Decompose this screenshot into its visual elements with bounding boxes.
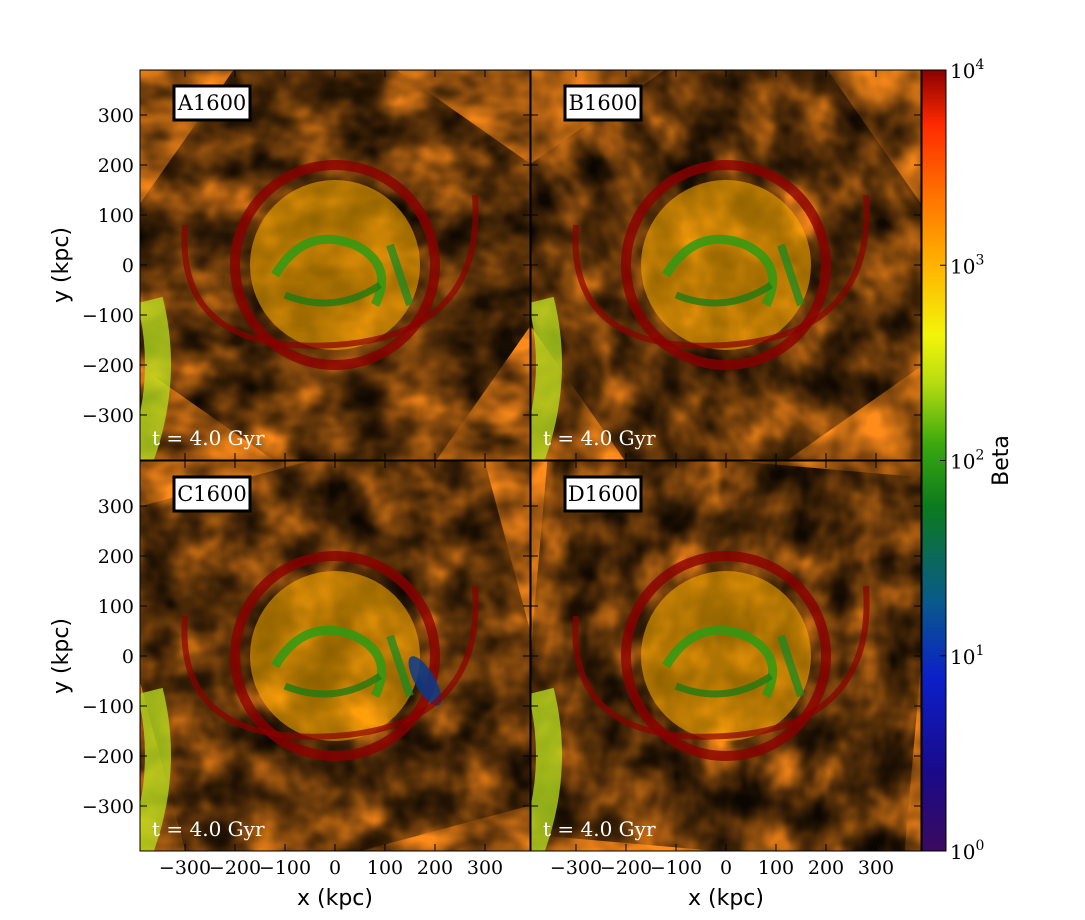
colorbar-tick-label: 101 — [950, 643, 984, 669]
x-tick-label: −100 — [650, 857, 702, 879]
y-tick-label: −200 — [82, 355, 134, 377]
x-tick-label: −200 — [209, 857, 261, 879]
y-tick-label: 0 — [122, 646, 134, 668]
panel-label-text: A1600 — [177, 91, 247, 115]
y-tick-label: −300 — [82, 796, 134, 818]
x-tick-label: 300 — [467, 857, 503, 879]
time-label: t = 4.0 Gyr — [152, 817, 265, 841]
x-tick-label: 300 — [858, 857, 894, 879]
panel-label-text: D1600 — [568, 482, 638, 506]
y-axis-title: y (kpc) — [49, 227, 74, 303]
x-tick-label: 100 — [758, 857, 794, 879]
beta-field — [140, 461, 530, 851]
panel-label-text: B1600 — [569, 91, 638, 115]
panel-label: C1600 — [172, 475, 252, 513]
time-label: t = 4.0 Gyr — [543, 426, 656, 450]
beta-field — [531, 70, 921, 460]
colorbar-tick-label: 100 — [950, 838, 984, 864]
x-tick-label: −300 — [550, 857, 602, 879]
panel-label-text: C1600 — [177, 482, 247, 506]
colorbar-tick-label: 104 — [950, 57, 984, 83]
y-tick-label: 100 — [98, 205, 134, 227]
panel-D1600: −300−200−100 0 100 200 300 D1600 t = 4.0 Gyr — [530, 460, 922, 879]
y-tick-label: 300 — [98, 496, 134, 518]
y-tick-label: 200 — [98, 155, 134, 177]
x-axis-title: x (kpc) — [297, 886, 373, 911]
x-tick-label: 200 — [417, 857, 453, 879]
x-tick-label: −300 — [159, 857, 211, 879]
panel-label: B1600 — [563, 84, 643, 122]
time-label: t = 4.0 Gyr — [152, 426, 265, 450]
x-tick-label: −100 — [259, 857, 311, 879]
panel-B1600: B1600 t = 4.0 Gyr — [530, 69, 922, 461]
y-tick-label: −200 — [82, 746, 134, 768]
time-label: t = 4.0 Gyr — [543, 817, 656, 841]
x-tick-label: 200 — [808, 857, 844, 879]
y-tick-label: −100 — [82, 305, 134, 327]
y-tick-label: −300 — [82, 405, 134, 427]
y-tick-label: −100 — [82, 696, 134, 718]
panel-A1600: −300 −200 −100 0 100 200 300 A1600 t = 4.0 Gyr — [82, 69, 531, 461]
colorbar-tick-label: 103 — [950, 252, 984, 278]
y-tick-label: 200 — [98, 546, 134, 568]
beta-field — [531, 461, 921, 851]
x-axis-title: x (kpc) — [688, 886, 764, 911]
colorbar-title: Beta — [989, 435, 1014, 486]
colorbar-tick-label: 102 — [950, 448, 984, 474]
beta-field — [140, 70, 530, 460]
central-swirl — [572, 160, 870, 370]
x-tick-label: 100 — [367, 857, 403, 879]
y-axis-title: y (kpc) — [49, 618, 74, 694]
y-tick-label: 300 — [98, 105, 134, 127]
panel-label: D1600 — [563, 475, 643, 513]
x-tick-label: 0 — [720, 857, 732, 879]
y-tick-label: 0 — [122, 255, 134, 277]
panel-C1600: −300−200−100 0 100 200 300−300−200−100010020… — [82, 460, 531, 879]
central-swirl — [181, 160, 479, 370]
x-tick-label: 0 — [329, 857, 341, 879]
panel-label: A1600 — [172, 84, 252, 122]
x-tick-label: −200 — [600, 857, 652, 879]
central-swirl — [572, 551, 870, 761]
central-swirl — [181, 551, 479, 761]
y-tick-label: 100 — [98, 596, 134, 618]
